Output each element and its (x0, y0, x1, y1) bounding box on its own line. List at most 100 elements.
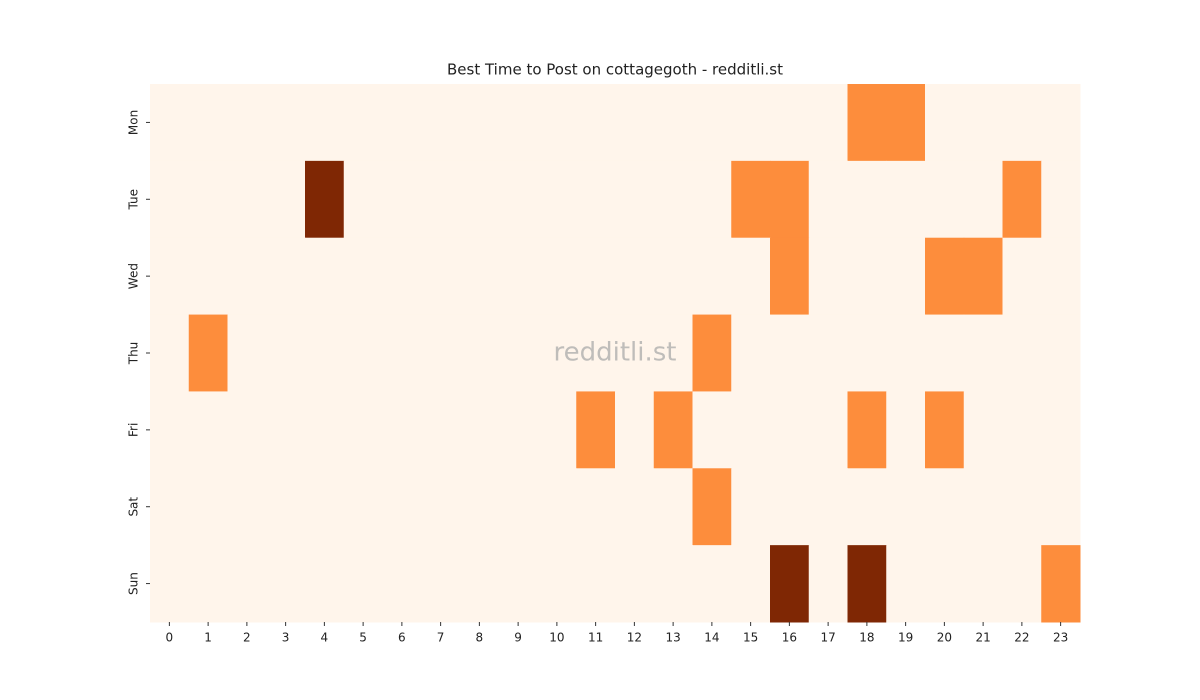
cell (692, 160, 732, 239)
cell (963, 545, 1003, 623)
cell (770, 391, 810, 469)
cell (150, 160, 190, 239)
cell (653, 391, 693, 469)
cell (460, 314, 500, 392)
cell (460, 468, 500, 546)
cell (615, 468, 655, 546)
cell (266, 314, 306, 392)
cell (808, 84, 848, 162)
cell (576, 237, 616, 316)
cell (925, 391, 965, 469)
cell (576, 468, 616, 546)
cell (227, 84, 267, 162)
cell (731, 237, 771, 316)
cell (886, 468, 926, 546)
cell (770, 84, 810, 162)
cell (266, 160, 306, 239)
cell (963, 84, 1003, 162)
cell (382, 391, 422, 469)
x-tick-label: 5 (359, 631, 367, 645)
cell (808, 545, 848, 623)
cell (382, 160, 422, 239)
cell (537, 160, 577, 239)
x-tick-label: 22 (1014, 631, 1029, 645)
x-tick-label: 19 (898, 631, 913, 645)
cell (305, 391, 345, 469)
cell (227, 160, 267, 239)
cell (460, 160, 500, 239)
cell (1002, 160, 1042, 239)
cell (847, 545, 887, 623)
cell (1041, 160, 1081, 239)
cell (150, 545, 190, 623)
x-tick-label: 0 (166, 631, 174, 645)
cell (1041, 545, 1081, 623)
cell (460, 237, 500, 316)
cell (963, 160, 1003, 239)
cell (847, 237, 887, 316)
cell (615, 84, 655, 162)
cell (382, 314, 422, 392)
y-tick-label: Wed (127, 263, 141, 289)
x-tick-label: 6 (398, 631, 406, 645)
cell (731, 314, 771, 392)
cell (925, 84, 965, 162)
cell (615, 237, 655, 316)
cell (1041, 84, 1081, 162)
cell (808, 468, 848, 546)
cell (421, 391, 461, 469)
x-tick-label: 9 (514, 631, 522, 645)
cell (692, 468, 732, 546)
axes: 0 1 2 3 4 5 6 7 8 9 10 11 12 13 14 15 16 17 18 19 20 21 22 23Mo… (127, 110, 1069, 645)
cell (537, 545, 577, 623)
cell (382, 237, 422, 316)
cell (188, 314, 228, 392)
cell (227, 237, 267, 316)
cell (770, 237, 810, 316)
x-tick-label: 2 (243, 631, 251, 645)
cell (963, 237, 1003, 316)
cell (305, 160, 345, 239)
x-tick-label: 20 (937, 631, 952, 645)
cell (460, 391, 500, 469)
cell (537, 84, 577, 162)
cell (731, 160, 771, 239)
cell (537, 391, 577, 469)
cell (731, 545, 771, 623)
cell (886, 545, 926, 623)
cell (498, 391, 538, 469)
cell (925, 314, 965, 392)
cell (808, 237, 848, 316)
cell (537, 237, 577, 316)
cell (653, 160, 693, 239)
cell (188, 84, 228, 162)
x-tick-label: 21 (975, 631, 990, 645)
cell (576, 84, 616, 162)
cell (925, 545, 965, 623)
cell (1002, 468, 1042, 546)
cell (537, 468, 577, 546)
cell (770, 314, 810, 392)
cell (692, 237, 732, 316)
x-tick-label: 4 (321, 631, 329, 645)
cell (692, 314, 732, 392)
cell (576, 314, 616, 392)
cell (421, 84, 461, 162)
cell (498, 160, 538, 239)
cell (615, 314, 655, 392)
cell (305, 237, 345, 316)
cell (1041, 391, 1081, 469)
cell (692, 84, 732, 162)
cell (653, 84, 693, 162)
y-tick-label: Fri (127, 423, 141, 437)
cell (460, 545, 500, 623)
cell (188, 545, 228, 623)
x-tick-label: 15 (743, 631, 758, 645)
cell (305, 314, 345, 392)
watermark: redditli.st (554, 338, 677, 368)
cell (615, 391, 655, 469)
cell (343, 468, 383, 546)
cell (227, 391, 267, 469)
cell (576, 160, 616, 239)
